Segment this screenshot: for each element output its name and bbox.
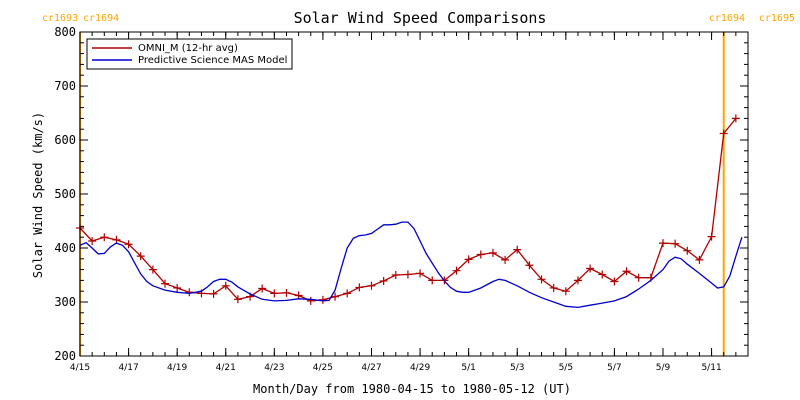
y-tick-label: 400 [54, 241, 76, 255]
series-omni-point [100, 233, 109, 242]
x-tick-label: 5/5 [559, 363, 573, 373]
x-tick-label: 4/15 [70, 363, 90, 373]
x-tick-label: 4/17 [118, 363, 138, 373]
series-omni-point [452, 266, 461, 275]
series-omni-point [270, 289, 279, 298]
series-omni-point [501, 255, 510, 264]
series-omni-point [488, 248, 497, 257]
series-omni-point [586, 264, 595, 273]
series-omni-point [549, 283, 558, 292]
series-omni-point [391, 271, 400, 279]
series-omni-point [282, 288, 291, 297]
series-omni-point [124, 240, 133, 249]
x-tick-label: 4/25 [313, 363, 333, 373]
series-omni-point [719, 129, 728, 138]
y-tick-label: 200 [54, 349, 76, 363]
series-omni-point [88, 236, 97, 245]
series-omni-point [658, 239, 667, 248]
y-tick-label: 700 [54, 79, 76, 93]
series-omni-point [537, 275, 546, 284]
series-omni-point [416, 269, 425, 278]
series-omni-point [695, 255, 704, 264]
series-omni-point [379, 276, 388, 285]
series-omni-point [671, 239, 680, 248]
x-tick-label: 5/7 [607, 363, 621, 373]
series-omni-point [634, 273, 643, 282]
legend-box [86, 38, 293, 70]
series-omni-point [343, 289, 352, 298]
series-omni-point [573, 276, 582, 285]
series-omni-point [683, 246, 692, 255]
series-omni-point [233, 295, 242, 304]
series-omni-point [561, 287, 570, 296]
rotation-label-left: cr1694 [709, 13, 745, 24]
series-omni-point [731, 114, 740, 123]
legend-omni-label: OMNI_M (12-hr avg) [138, 43, 238, 54]
x-tick-label: 4/27 [361, 363, 381, 373]
x-tick-label: 5/3 [510, 363, 524, 373]
series-omni-point [707, 232, 716, 241]
y-axis-label: Solar Wind Speed (km/s) [31, 112, 45, 278]
legend-mas-label: Predictive Science MAS Model [138, 55, 287, 66]
y-tick-label: 300 [54, 295, 76, 309]
series-omni-point [148, 265, 157, 274]
x-tick-label: 5/1 [461, 363, 475, 373]
axes: 200 300 400 500 600 700 800 4/15 4/17 4/19 4/21 4/2… [54, 25, 749, 373]
series-omni-point [464, 255, 473, 264]
series-omni-point [622, 267, 631, 276]
series-group [76, 114, 743, 309]
series-omni-point [221, 281, 230, 290]
series-omni-point [331, 292, 340, 301]
x-tick-label: 5/9 [656, 363, 671, 373]
series-omni-point [355, 283, 364, 292]
series-omni-point [209, 289, 218, 298]
series-omni-point [318, 295, 327, 304]
series-omni-point [598, 270, 607, 279]
x-tick-label: 4/21 [216, 363, 236, 373]
series-omni-point [525, 261, 534, 270]
x-axis-label: Month/Day from 1980-04-15 to 1980-05-12 … [253, 382, 571, 396]
series-omni-point [161, 279, 170, 288]
legend: OMNI_M (12-hr avg) Predictive Science MA… [86, 38, 293, 70]
rotation-label-left: cr1693 [42, 13, 78, 24]
series-omni-point [513, 245, 522, 254]
series-omni-point [403, 270, 412, 279]
rotation-label-right: cr1694 [83, 13, 119, 24]
series-omni-point [610, 277, 619, 286]
y-tick-label: 600 [54, 133, 76, 147]
x-tick-label: 4/19 [167, 363, 187, 373]
series-omni-point [258, 284, 267, 293]
series-omni-point [367, 281, 376, 290]
series-omni-point [136, 252, 145, 261]
series-omni-point [476, 250, 485, 259]
y-tick-label: 800 [54, 25, 76, 39]
series-mas-line [79, 221, 743, 309]
y-tick-label: 500 [54, 187, 76, 201]
series-omni-point [306, 296, 315, 305]
rotation-label-right: cr1695 [759, 13, 795, 24]
x-tick-label: 4/23 [264, 363, 284, 373]
chart-title: Solar Wind Speed Comparisons [294, 9, 547, 27]
series-omni-point [173, 283, 182, 292]
x-tick-label: 5/11 [701, 363, 721, 373]
series-omni-point [428, 276, 437, 285]
x-tick-label: 4/29 [410, 363, 430, 373]
